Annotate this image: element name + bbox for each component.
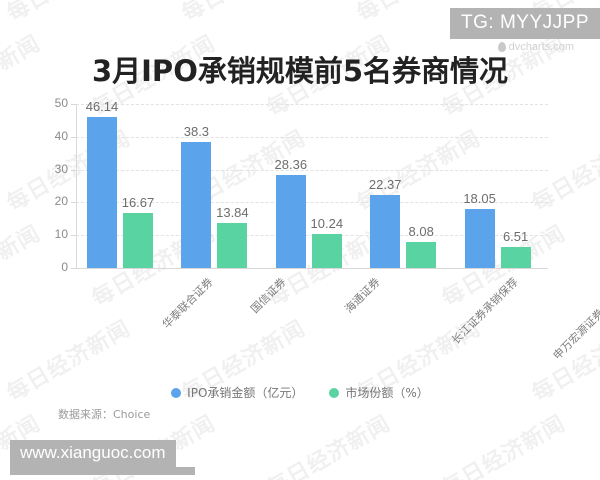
y-tick-mark xyxy=(71,169,76,171)
gridline xyxy=(76,169,548,172)
source-note: 数据来源：Choice xyxy=(58,408,151,421)
legend-color-dot xyxy=(171,387,182,398)
tg-handle-badge: TG: MYYJJPP xyxy=(450,8,600,39)
bar-group: 22.37 8.08 xyxy=(359,104,453,268)
dvcharts-watermark: dvcharts.com xyxy=(497,41,574,53)
x-axis-category-label: 国信证券 xyxy=(247,275,289,316)
bar-value-label: 13.84 xyxy=(216,204,249,220)
legend-label: 市场份额（%） xyxy=(345,386,429,400)
bar-group: 46.14 16.67 xyxy=(76,99,170,268)
bar[interactable] xyxy=(275,174,306,268)
y-tick-mark xyxy=(71,235,76,237)
bar[interactable] xyxy=(217,222,248,268)
bar-group: 38.3 13.84 xyxy=(170,104,264,268)
x-axis-category-label: 长江证券承销保荐 xyxy=(449,275,521,347)
flame-icon xyxy=(497,42,506,52)
chart-title: 3月IPO承销规模前5名券商情况 xyxy=(91,54,509,88)
x-axis-category-label: 申万宏源证券承销保荐 xyxy=(550,275,600,363)
bar[interactable] xyxy=(87,116,117,268)
bar-group: 28.36 10.24 xyxy=(265,104,359,268)
y-tick-label: 20 xyxy=(54,194,68,209)
x-axis-line xyxy=(76,268,548,269)
gridline xyxy=(76,136,548,139)
legend-color-dot xyxy=(329,387,340,398)
bar-value-label: 8.08 xyxy=(408,223,434,239)
dvcharts-watermark-label: dvcharts.com xyxy=(508,41,574,53)
bars-container: 46.14 16.67 38.3 13.84 28.36 10.24 22.37 8.08 18… xyxy=(76,99,548,268)
bar[interactable] xyxy=(464,208,495,268)
legend-item[interactable]: IPO承销金额（亿元） xyxy=(171,384,303,401)
legend-item[interactable]: 市场份额（%） xyxy=(329,384,429,401)
bar-value-label: 6.51 xyxy=(502,228,529,244)
chart-legend: IPO承销金额（亿元） 市场份额（%） xyxy=(0,384,600,401)
footer-url-label: www.xianguoc.com xyxy=(10,440,176,467)
x-axis-category-label: 华泰联合证券 xyxy=(159,275,216,332)
bar-value-label: 38.3 xyxy=(183,124,210,140)
bar[interactable] xyxy=(123,213,153,268)
y-tick-label: 30 xyxy=(54,161,68,176)
bar-value-label: 18.05 xyxy=(463,190,496,206)
gridline xyxy=(76,202,548,204)
legend-label: IPO承销金额（亿元） xyxy=(187,386,304,400)
bar-value-label: 46.14 xyxy=(85,98,119,114)
bar-value-label: 10.24 xyxy=(310,216,344,232)
bar-value-label: 22.37 xyxy=(368,176,402,192)
y-tick-mark xyxy=(71,104,76,105)
footer-accent-bar xyxy=(10,467,195,475)
bar-value-label: 28.36 xyxy=(274,156,308,172)
x-axis-category-label: 海通证券 xyxy=(342,275,383,316)
y-tick-label: 0 xyxy=(61,260,68,274)
bar[interactable] xyxy=(500,246,531,268)
bar-value-label: 16.67 xyxy=(121,195,155,211)
y-tick-mark xyxy=(71,136,76,138)
bar[interactable] xyxy=(181,142,212,268)
y-tick-label: 40 xyxy=(54,128,68,143)
gridline xyxy=(76,104,548,106)
bar-group: 18.05 6.51 xyxy=(454,104,548,268)
y-axis-line xyxy=(76,104,77,268)
bar[interactable] xyxy=(406,241,437,268)
y-tick-label: 10 xyxy=(54,227,68,242)
bar[interactable] xyxy=(370,194,401,268)
y-tick-mark xyxy=(71,268,76,269)
bar[interactable] xyxy=(311,234,342,268)
y-tick-label: 50 xyxy=(54,96,68,110)
y-tick-mark xyxy=(71,202,76,204)
